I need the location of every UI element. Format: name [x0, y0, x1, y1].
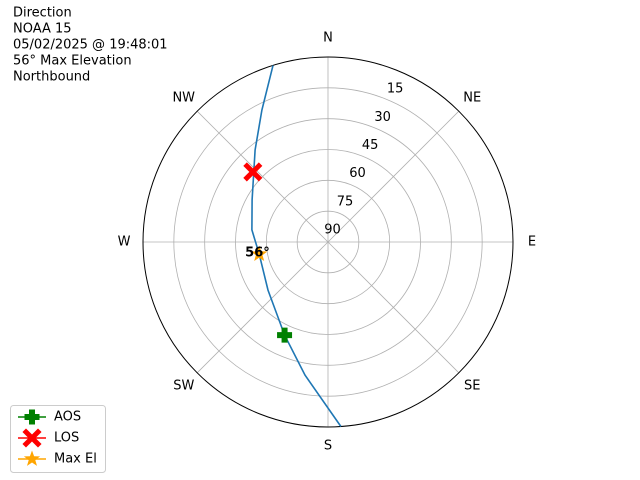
r-tick-label: 45: [362, 138, 379, 153]
direction-label: N: [323, 31, 333, 46]
r-tick-label: 75: [337, 194, 354, 209]
direction-label: S: [324, 439, 332, 454]
title-line: Direction: [13, 6, 72, 21]
r-tick-label: 15: [387, 82, 404, 97]
r-tick-label: 30: [374, 110, 391, 125]
direction-label: W: [118, 235, 131, 250]
ring: [173, 87, 483, 397]
r-tick-label: 90: [324, 222, 341, 237]
r-tick-label: 60: [349, 166, 366, 181]
direction-label: NW: [172, 90, 195, 105]
marker-star: [251, 245, 268, 261]
title-line: 05/02/2025 @ 19:48:01: [13, 38, 168, 53]
ring: [204, 118, 452, 366]
title-line: NOAA 15: [13, 22, 72, 37]
ring: [265, 179, 391, 305]
marker-x: [22, 428, 42, 448]
annotation: 56°: [245, 246, 270, 261]
legend-label: Max El: [54, 452, 97, 467]
marker-star: [23, 450, 41, 466]
ring: [235, 149, 421, 335]
marker-plus: [277, 327, 293, 343]
marker-plus: [24, 409, 40, 425]
direction-label: NE: [463, 90, 481, 105]
track-line: [251, 65, 342, 427]
title-line: Northbound: [13, 70, 90, 85]
direction-label: E: [528, 235, 536, 250]
marker-x: [243, 162, 263, 182]
legend-label: AOS: [54, 410, 81, 425]
ring: [296, 210, 360, 274]
legend-label: LOS: [54, 431, 79, 446]
direction-label: SW: [173, 379, 194, 394]
direction-label: SE: [464, 379, 480, 394]
title-line: 56° Max Elevation: [13, 54, 132, 69]
outer-circle: [142, 56, 514, 428]
